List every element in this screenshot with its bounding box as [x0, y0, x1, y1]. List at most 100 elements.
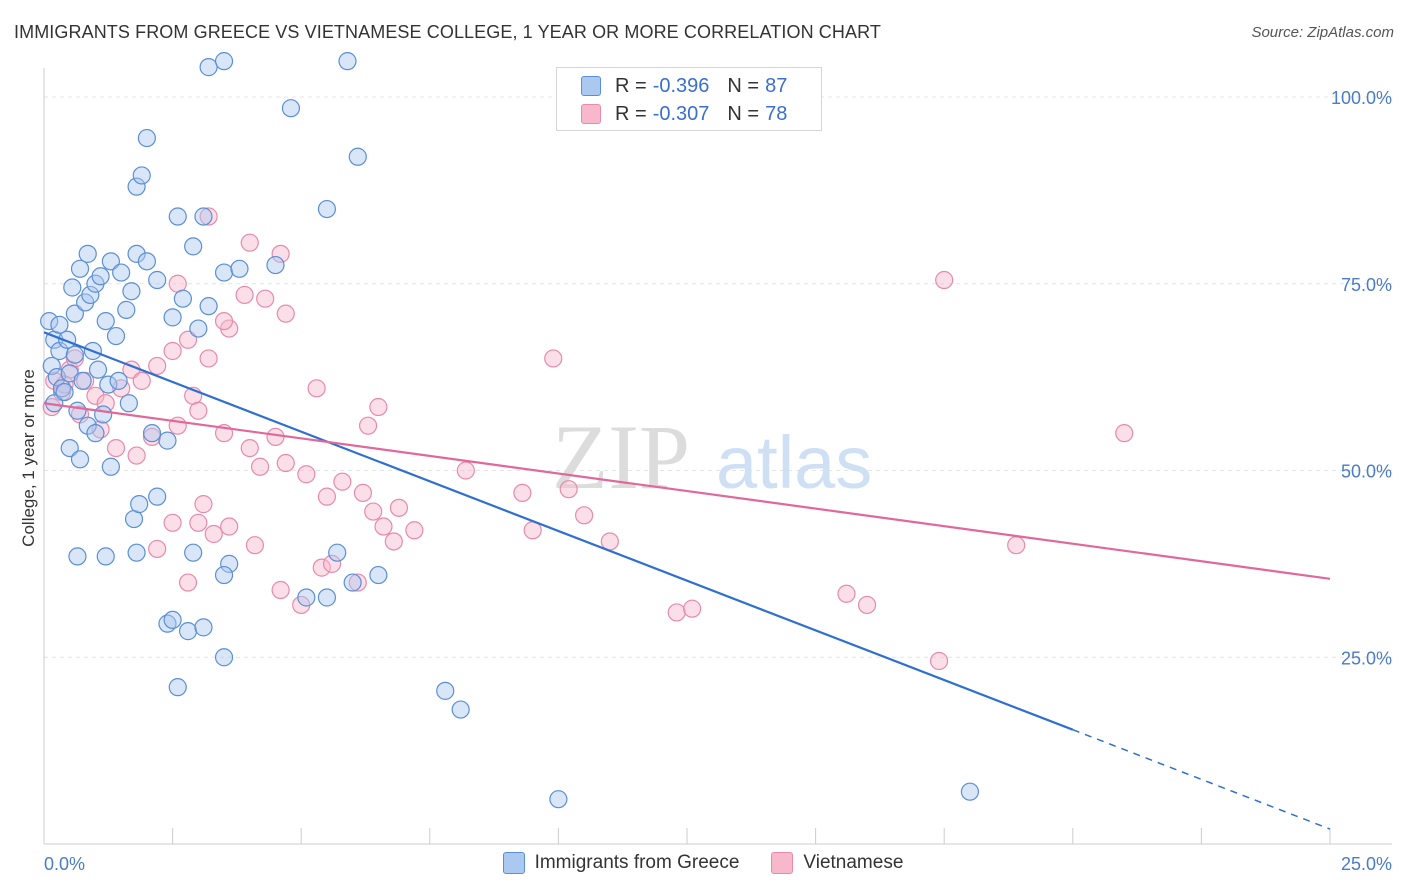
y-tick-labels: 25.0% 50.0% 75.0% 100.0% — [1331, 88, 1392, 668]
n-label: N = — [727, 102, 760, 125]
axes — [43, 68, 1392, 845]
greece-point — [127, 177, 146, 196]
greece-point — [960, 782, 980, 801]
vietnamese-swatch — [771, 852, 794, 874]
watermark: ZIP atlas — [552, 406, 872, 508]
vietnamese-point — [405, 521, 424, 540]
greece-point — [40, 312, 59, 331]
greece-point — [50, 315, 69, 334]
vietnamese-swatch — [581, 104, 601, 124]
greece-point — [220, 554, 239, 573]
vietnamese-point — [256, 289, 275, 308]
vietnamese-point — [189, 401, 208, 420]
watermark-atlas: atlas — [716, 421, 872, 504]
y-tick-label: 25.0% — [1341, 648, 1392, 668]
n-value: 78 — [765, 102, 788, 125]
vietnamese-point — [353, 483, 373, 503]
y-tick-label: 75.0% — [1341, 275, 1392, 295]
vietnamese-point — [235, 285, 254, 305]
legend-row-vietnamese: R = -0.307 N = 78 — [581, 101, 787, 127]
vietnamese-point — [935, 270, 954, 290]
greece-point — [451, 700, 470, 719]
vietnamese-point — [86, 386, 105, 405]
vietnamese-point — [837, 584, 856, 603]
greece-point — [65, 304, 84, 323]
greece-point — [101, 457, 120, 476]
series-greece-points — [40, 52, 980, 809]
vietnamese-point — [312, 558, 331, 577]
series-legend: Immigrants from Greece Vietnamese — [0, 852, 1406, 874]
vietnamese-point — [1007, 536, 1026, 555]
greece-point — [163, 610, 182, 630]
greece-point — [194, 207, 213, 226]
greece-point — [148, 487, 167, 506]
greece-point — [281, 99, 301, 118]
greece-point — [163, 308, 182, 327]
greece-point — [73, 371, 92, 390]
greece-point — [86, 424, 105, 443]
legend-item-greece: Immigrants from Greece — [502, 852, 740, 874]
vietnamese-point — [178, 330, 198, 349]
greece-point — [230, 259, 249, 278]
vietnamese-point — [389, 498, 409, 517]
vietnamese-point — [163, 341, 182, 361]
vietnamese-point — [199, 207, 218, 226]
vietnamese-point — [148, 539, 167, 559]
greece-point — [60, 438, 79, 458]
greece-point — [91, 267, 110, 286]
greece-point — [214, 648, 234, 667]
greece-point — [65, 345, 84, 364]
vietnamese-point — [364, 502, 383, 521]
vietnamese-point — [333, 472, 352, 491]
vietnamese-point — [929, 651, 949, 671]
greece-point — [101, 252, 120, 271]
greece-point — [127, 543, 146, 562]
greece-point — [148, 270, 167, 290]
greece-point — [117, 300, 136, 319]
vietnamese-point — [369, 397, 388, 417]
greece-point — [96, 312, 115, 331]
greece-point — [94, 405, 113, 424]
greece-point — [70, 450, 90, 469]
vietnamese-point — [240, 233, 259, 252]
vietnamese-point — [240, 438, 259, 458]
vietnamese-point — [271, 580, 290, 600]
greece-point — [119, 394, 138, 413]
legend-label: Immigrants from Greece — [534, 852, 740, 873]
vietnamese-point — [276, 304, 295, 323]
greece-point — [96, 547, 115, 566]
x-axis-ticks — [43, 828, 1331, 844]
greece-point — [189, 319, 208, 338]
greece-point — [127, 244, 146, 263]
greece-point — [317, 199, 337, 219]
vietnamese-point — [683, 599, 702, 618]
greece-point — [168, 207, 187, 226]
vietnamese-point — [276, 453, 295, 473]
greece-point — [55, 382, 74, 402]
greece-swatch — [502, 852, 525, 874]
greece-point — [78, 416, 97, 435]
vietnamese-point — [544, 349, 563, 368]
vietnamese-point — [456, 461, 475, 480]
vietnamese-point — [322, 554, 342, 573]
greece-point — [68, 547, 87, 566]
grid-lines — [44, 96, 1392, 658]
vietnamese-point — [106, 438, 126, 458]
vietnamese-point — [297, 465, 316, 484]
greece-point — [70, 259, 90, 278]
greece-point — [184, 237, 203, 256]
greece-point — [142, 424, 162, 443]
legend-item-vietnamese: Vietnamese — [771, 852, 903, 874]
correlation-legend: R = -0.396 N = 87 R = -0.307 N = 78 — [556, 67, 822, 131]
vietnamese-point — [1115, 424, 1134, 443]
greece-point — [137, 252, 156, 271]
y-tick-label: 100.0% — [1331, 88, 1392, 108]
greece-point — [99, 375, 118, 394]
vietnamese-point — [271, 244, 290, 263]
greece-point — [199, 58, 218, 77]
greece-point — [88, 360, 108, 379]
source-note: Source: ZipAtlas.com — [1251, 24, 1394, 41]
greece-point — [328, 543, 347, 562]
greece-point — [214, 565, 234, 585]
vietnamese-point — [667, 603, 686, 622]
